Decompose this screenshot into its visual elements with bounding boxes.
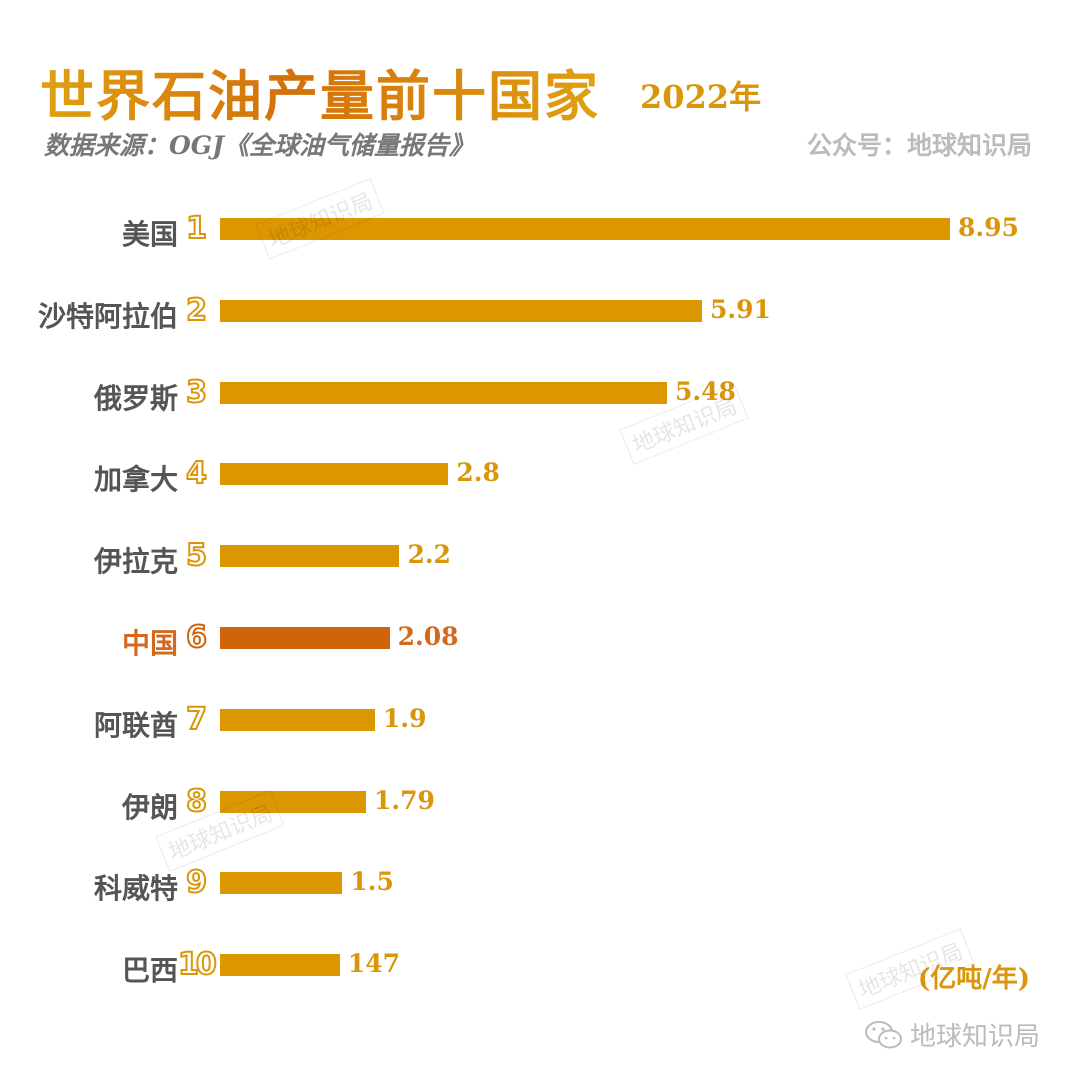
bar <box>220 708 375 731</box>
category-label: 阿联酋 <box>93 708 178 742</box>
chart-title: 世界石油产量前十国家 <box>40 52 600 131</box>
bar <box>220 872 343 895</box>
rank-badge: 2 <box>185 292 208 329</box>
rank-badge: 6 <box>185 619 208 656</box>
value-label: 2.08 <box>397 622 459 651</box>
category-label: 沙特阿拉伯 <box>37 299 178 333</box>
bar-row: 沙特阿拉伯 2 5.91 <box>0 291 1080 333</box>
bar-row: 加拿大 4 2.8 <box>0 454 1080 496</box>
category-label: 巴西 <box>121 954 178 988</box>
bar-row: 阿联酋 7 1.9 <box>0 700 1080 742</box>
bar-row: 美国 1 8.95 <box>0 209 1080 251</box>
value-label: 1.9 <box>382 703 427 733</box>
rank-badge: 3 <box>185 374 208 411</box>
unit-label: (亿吨/年) <box>917 964 1030 994</box>
value-label: 147 <box>347 949 401 979</box>
bar-row: 伊拉克 5 2.2 <box>0 536 1080 578</box>
bar <box>220 463 449 486</box>
data-source: 数据来源：OGJ《全球油气储量报告》 <box>44 131 474 160</box>
category-label: 加拿大 <box>93 463 178 497</box>
bar-row: 巴西 10 147 <box>0 945 1080 987</box>
bar <box>220 627 390 649</box>
bar <box>220 381 667 404</box>
bar-row: 俄罗斯 3 5.48 <box>0 373 1080 415</box>
category-label: 美国 <box>121 218 178 251</box>
value-label: 8.95 <box>958 213 1019 242</box>
chart-subtitle: 2022年 <box>640 78 762 116</box>
bar <box>220 218 950 240</box>
bar-row: 伊朗 8 1.79 <box>0 782 1080 824</box>
value-label: 5.91 <box>710 294 771 324</box>
watermark: 地球知识局 <box>845 928 975 1010</box>
value-label: 5.48 <box>674 376 736 406</box>
wechat-icon <box>864 1020 902 1048</box>
bar <box>220 299 703 322</box>
bar <box>220 954 340 977</box>
value-label: 1.5 <box>350 867 394 897</box>
category-label: 中国 <box>121 627 178 660</box>
rank-badge: 4 <box>185 455 208 492</box>
rank-badge: 10 <box>177 946 218 983</box>
footer-brand: 地球知识局 <box>864 1016 1040 1053</box>
value-label: 2.8 <box>456 458 500 488</box>
footer-text: 地球知识局 <box>909 1022 1040 1052</box>
category-label: 伊朗 <box>121 790 178 824</box>
bar <box>220 790 366 813</box>
rank-badge: 9 <box>185 864 208 901</box>
category-label: 科威特 <box>93 872 178 906</box>
rank-badge: 7 <box>185 701 208 738</box>
category-label: 伊拉克 <box>93 545 178 579</box>
account-label: 公众号：地球知识局 <box>806 131 1032 160</box>
value-label: 2.2 <box>407 540 451 570</box>
bar <box>220 545 400 568</box>
rank-badge: 1 <box>185 210 208 247</box>
category-label: 俄罗斯 <box>93 381 178 415</box>
bar-row: 中国 6 2.08 <box>0 618 1080 660</box>
bar-row: 科威特 9 1.5 <box>0 863 1080 905</box>
rank-badge: 8 <box>185 783 208 820</box>
rank-badge: 5 <box>185 537 208 574</box>
value-label: 1.79 <box>374 785 435 815</box>
